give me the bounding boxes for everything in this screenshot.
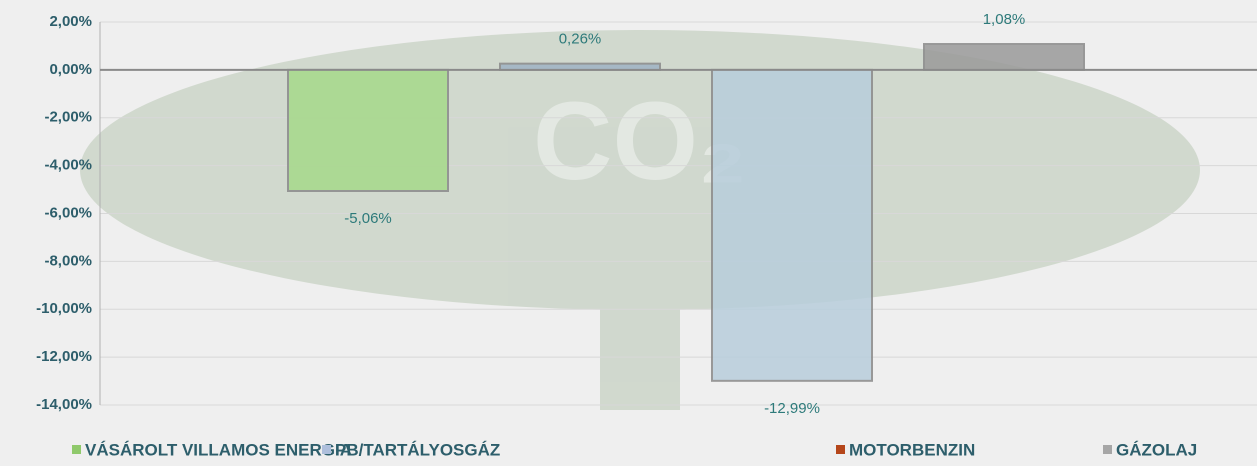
bar [923,43,1085,71]
y-tick-label: -6,00% [44,204,92,221]
legend-swatch [322,445,331,454]
legend-label: GÁZOLAJ [1116,440,1197,459]
legend-label: MOTORBENZIN [849,440,975,459]
legend-swatch [1103,445,1112,454]
value-label: -12,99% [764,400,820,417]
y-tick-label: 2,00% [49,13,92,30]
legend-swatch [72,445,81,454]
bar [287,68,449,192]
bar [499,62,661,71]
y-tick-label: -8,00% [44,252,92,269]
bar [711,68,873,382]
y-tick-label: -14,00% [36,396,92,413]
legend-swatch [836,445,845,454]
y-tick-label: 0,00% [49,61,92,78]
value-label: 1,08% [983,11,1026,28]
value-label: 0,26% [559,31,602,48]
y-tick-label: -10,00% [36,300,92,317]
legend-label: PB/TARTÁLYOSGÁZ [335,440,500,459]
y-tick-label: -2,00% [44,109,92,126]
y-tick-label: -4,00% [44,157,92,174]
legend-label: VÁSÁROLT VILLAMOS ENERGIA [85,440,352,459]
value-label: -5,06% [344,210,392,227]
y-tick-label: -12,00% [36,348,92,365]
